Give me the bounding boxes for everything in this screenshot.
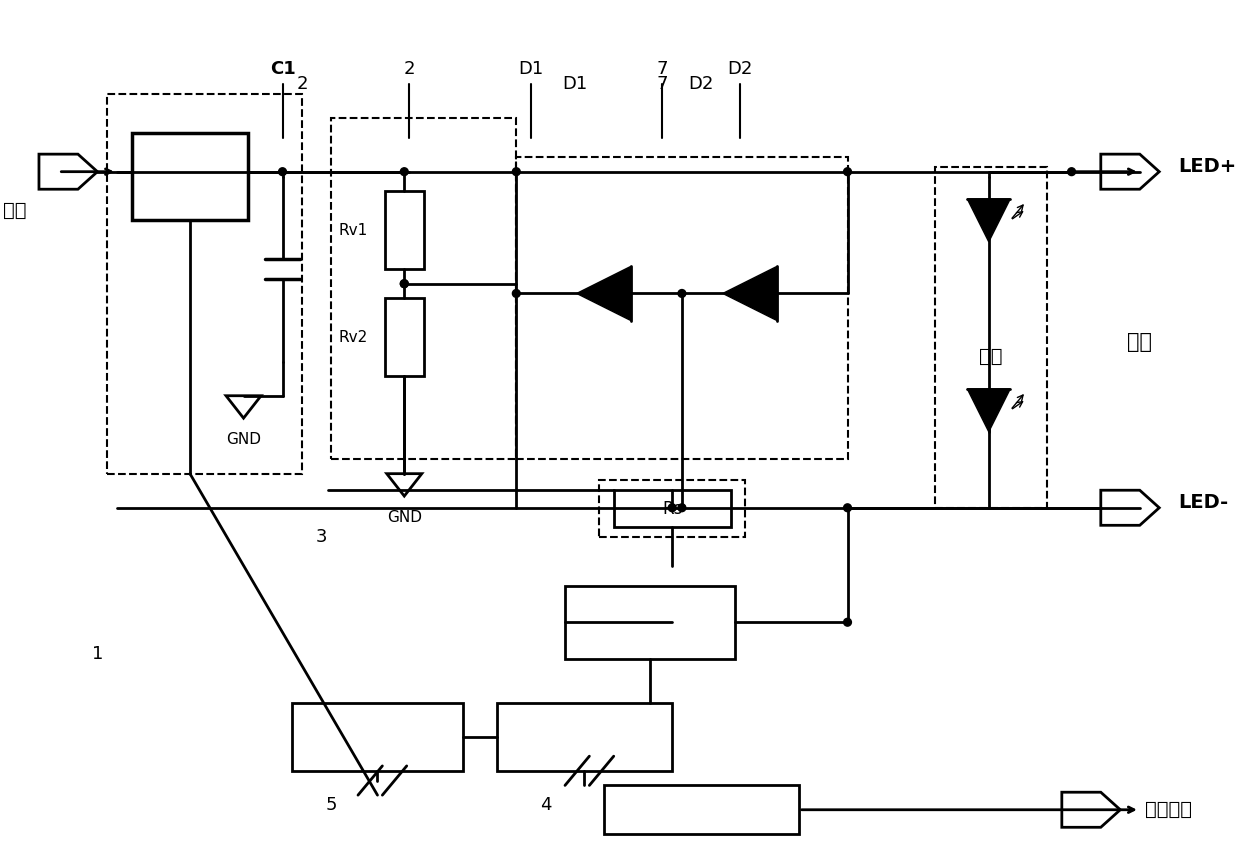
Circle shape	[401, 168, 408, 175]
Polygon shape	[38, 154, 98, 189]
Bar	[107, 94, 303, 473]
Text: D1: D1	[562, 75, 588, 93]
Circle shape	[678, 290, 686, 297]
Polygon shape	[967, 199, 1011, 242]
Text: LED+: LED+	[1179, 158, 1238, 176]
Polygon shape	[723, 266, 777, 321]
Circle shape	[512, 168, 521, 175]
Text: 4: 4	[539, 796, 552, 814]
Bar	[604, 785, 799, 834]
Bar	[384, 298, 424, 376]
Bar	[497, 703, 672, 771]
Polygon shape	[1061, 792, 1120, 828]
Text: 输出: 输出	[1127, 332, 1152, 352]
Text: LED-: LED-	[1179, 494, 1229, 512]
Text: 5: 5	[325, 796, 337, 814]
Circle shape	[279, 168, 286, 175]
Text: 2: 2	[296, 75, 308, 93]
Bar	[331, 118, 516, 459]
Circle shape	[843, 618, 852, 626]
Polygon shape	[967, 389, 1011, 432]
Text: 3: 3	[316, 528, 327, 546]
Bar	[935, 167, 1048, 507]
Text: C1: C1	[269, 60, 295, 79]
Circle shape	[512, 290, 521, 297]
Bar	[599, 480, 745, 537]
Polygon shape	[1101, 490, 1159, 525]
Bar	[614, 490, 730, 527]
Text: D2: D2	[728, 60, 753, 79]
Circle shape	[1068, 168, 1075, 175]
Text: GND: GND	[387, 510, 422, 524]
Text: 负载: 负载	[980, 347, 1003, 366]
Circle shape	[843, 504, 852, 512]
Text: 7: 7	[657, 60, 668, 79]
Circle shape	[401, 280, 408, 288]
Text: Rs: Rs	[662, 500, 682, 518]
Bar	[293, 703, 463, 771]
Text: GND: GND	[226, 432, 262, 446]
Polygon shape	[577, 266, 631, 321]
Text: 输入: 输入	[2, 201, 26, 220]
Text: 2: 2	[403, 60, 415, 79]
Text: Rv1: Rv1	[339, 223, 367, 238]
Bar	[516, 157, 847, 459]
Circle shape	[668, 504, 676, 512]
Text: Rv2: Rv2	[339, 329, 367, 345]
Circle shape	[678, 504, 686, 512]
Text: 调光电压: 调光电压	[1145, 800, 1192, 819]
Text: 1: 1	[92, 645, 103, 663]
Bar	[565, 585, 735, 659]
Circle shape	[843, 168, 852, 175]
Bar	[131, 133, 248, 220]
Circle shape	[401, 280, 408, 288]
Bar	[384, 191, 424, 269]
Text: D1: D1	[518, 60, 543, 79]
Polygon shape	[1101, 154, 1159, 189]
Text: 7: 7	[657, 75, 668, 93]
Text: D2: D2	[688, 75, 714, 93]
